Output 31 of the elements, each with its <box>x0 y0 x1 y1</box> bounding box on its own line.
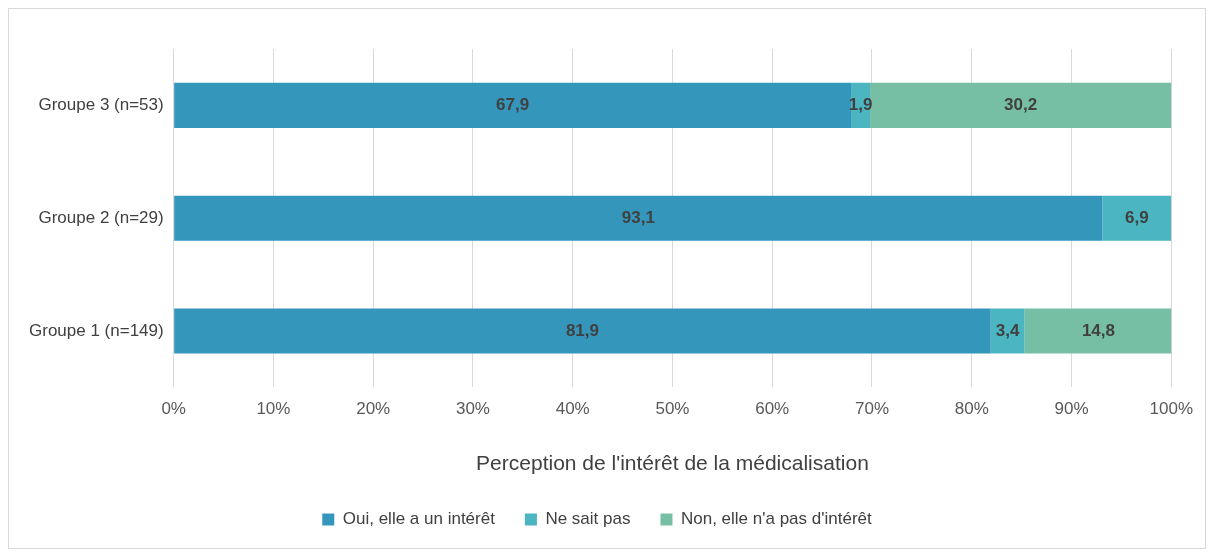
data-label: 81,9 <box>565 320 599 340</box>
legend-label: Oui, elle a un intérêt <box>342 509 496 529</box>
data-label: 93,1 <box>621 207 655 227</box>
data-label: 3,4 <box>995 320 1021 340</box>
x-axis-title: Perception de l'intérêt de la médicalisation <box>476 451 869 475</box>
legend-label: Non, elle n'a pas d'intérêt <box>680 509 873 529</box>
bar <box>1102 195 1172 241</box>
bar <box>1024 308 1172 354</box>
data-label: 14,8 <box>1081 320 1115 340</box>
x-tick-label: 100% <box>1149 399 1193 419</box>
bar <box>174 308 991 354</box>
x-tick-label: 70% <box>854 399 889 419</box>
x-tick-label: 0% <box>161 399 186 419</box>
bar <box>174 195 1103 241</box>
x-tick-label: 20% <box>356 399 391 419</box>
x-tick-label: 60% <box>755 399 790 419</box>
x-tick-label: 50% <box>655 399 690 419</box>
legend-label: Ne sait pas <box>545 509 631 529</box>
data-label: 67,9 <box>496 95 530 115</box>
x-tick-label: 10% <box>256 399 291 419</box>
x-tick-label: 30% <box>455 399 490 419</box>
data-label: 1,9 <box>848 95 873 115</box>
data-label: 6,9 <box>1125 207 1149 227</box>
y-tick-label: Groupe 3 (n=53) <box>38 95 164 115</box>
bar <box>990 308 1025 354</box>
y-tick-label: Groupe 1 (n=149) <box>29 320 164 340</box>
x-tick-label: 90% <box>1054 399 1089 419</box>
x-tick-label: 80% <box>954 399 989 419</box>
x-tick-label: 40% <box>555 399 590 419</box>
y-tick-label: Groupe 2 (n=29) <box>38 207 164 227</box>
data-label: 30,2 <box>1004 95 1038 115</box>
